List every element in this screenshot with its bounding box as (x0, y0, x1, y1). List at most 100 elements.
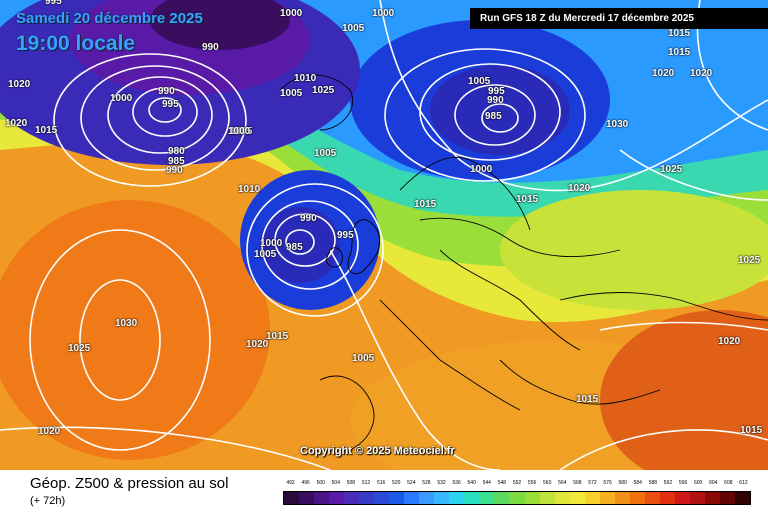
scale-swatch (434, 492, 450, 504)
scale-swatch (359, 492, 375, 504)
scale-label: 600 (693, 480, 703, 486)
scale-swatch (299, 492, 315, 504)
pressure-label: 1020 (246, 339, 269, 350)
region-low-scandinavia-core (430, 65, 570, 155)
scale-label: 532 (437, 480, 446, 486)
pressure-label: 1000 (280, 8, 303, 19)
pressure-label: 1025 (660, 164, 683, 175)
pressure-label: 1015 (576, 394, 599, 405)
pressure-label: 980 (168, 146, 185, 157)
pressure-label: 1025 (738, 255, 761, 266)
pressure-label: 985 (168, 156, 185, 167)
region-orange-high (0, 200, 270, 460)
isobars (0, 0, 768, 470)
scale-label: 524 (407, 480, 416, 486)
pressure-label: 1005 (280, 88, 303, 99)
scale-label: 604 (709, 480, 718, 486)
pressure-label: 1015 (516, 194, 539, 205)
pressure-label: 1025 (68, 343, 91, 354)
legend-footer: Géop. Z500 & pression au sol (+ 72h) 492… (0, 470, 768, 512)
scale-label: 544 (482, 480, 491, 486)
pressure-label: 995 (162, 99, 179, 110)
scale-swatch (599, 492, 615, 504)
scale-swatch (494, 492, 510, 504)
scale-swatch (419, 492, 435, 504)
scale-swatch (659, 492, 675, 504)
scale-label: 520 (392, 480, 401, 486)
pressure-label: 1005 (342, 23, 365, 34)
copyright: Copyright © 2025 Meteociel.fr (300, 445, 455, 457)
scale-label: 596 (678, 480, 688, 486)
run-info: Run GFS 18 Z du Mercredi 17 décembre 202… (470, 8, 768, 29)
scale-label: 556 (527, 480, 537, 486)
pressure-label: 1020 (568, 183, 591, 194)
pressure-label: 990 (202, 42, 219, 53)
pressure-label: 1005 (254, 249, 277, 260)
scale-label: 588 (648, 480, 658, 486)
scale-swatch (524, 492, 540, 504)
scale-label: 528 (422, 480, 431, 486)
pressure-label: 1005 (468, 76, 491, 87)
pressure-label: 1030 (606, 119, 629, 130)
region-deep-orange-se (600, 310, 768, 470)
scale-swatch (329, 492, 345, 504)
pressure-label: 1000 (372, 8, 395, 19)
scale-swatch (719, 492, 735, 504)
scale-swatch (554, 492, 570, 504)
scale-swatch (539, 492, 555, 504)
pressure-label: 1025 (312, 85, 335, 96)
scale-swatch (479, 492, 495, 504)
scale-label: 536 (452, 480, 461, 486)
pressure-label: 1005 (352, 353, 375, 364)
scale-swatch (509, 492, 525, 504)
pressure-label: 990 (487, 95, 504, 106)
scale-label: 504 (331, 480, 340, 486)
coastlines (279, 74, 768, 451)
scale-label: 500 (316, 480, 325, 486)
scale-label: 540 (467, 480, 476, 486)
scale-swatch (374, 492, 390, 504)
legend-title: Géop. Z500 & pression au sol (30, 475, 229, 492)
region-low-iceland-deep (150, 0, 290, 50)
scale-label: 592 (663, 480, 673, 486)
weather-map: 995 1000 1005 1000 990 1020 1020 1015 10… (0, 0, 768, 470)
scale-swatch (284, 492, 300, 504)
scale-swatch (629, 492, 645, 504)
pressure-label: 995 (488, 86, 505, 97)
pressure-label: 1015 (668, 47, 691, 58)
scale-labels: 492 496 500 504 508 512 516 520 524 528 532 536 540 5… (283, 480, 751, 488)
scale-swatch (689, 492, 705, 504)
pressure-label: 995 (337, 230, 354, 241)
pressure-label: 1015 (35, 125, 58, 136)
scale-swatch (674, 492, 690, 504)
scale-label: 568 (573, 480, 582, 486)
pressure-label: 1030 (115, 318, 138, 329)
scale-label: 508 (346, 480, 356, 486)
pressure-label: 1010 (294, 73, 317, 84)
color-scale (283, 491, 751, 505)
scale-swatch (464, 492, 480, 504)
pressure-label: 1010 (238, 184, 261, 195)
scale-swatch (704, 492, 720, 504)
scale-swatch (314, 492, 330, 504)
scale-label: 572 (588, 480, 597, 486)
pressure-label: 1005 (314, 148, 337, 159)
scale-label: 492 (286, 480, 295, 486)
pressure-label: 1020 (38, 426, 61, 437)
scale-label: 496 (301, 480, 310, 486)
scale-label: 548 (497, 480, 507, 486)
pressure-label: 995 (45, 0, 62, 7)
scale-label: 564 (558, 480, 567, 486)
pressure-label: 985 (286, 242, 303, 253)
scale-label: 516 (376, 480, 386, 486)
pressure-label: 1005 (230, 126, 253, 137)
pressure-label: 1000 (260, 238, 283, 249)
valid-date: Samedi 20 décembre 2025 (16, 10, 203, 27)
pressure-label: 1000 (470, 164, 493, 175)
scale-swatch (734, 492, 750, 504)
pressure-label: 1020 (5, 118, 28, 129)
scale-swatch (344, 492, 360, 504)
pressure-label: 1020 (718, 336, 741, 347)
scale-swatch (584, 492, 600, 504)
